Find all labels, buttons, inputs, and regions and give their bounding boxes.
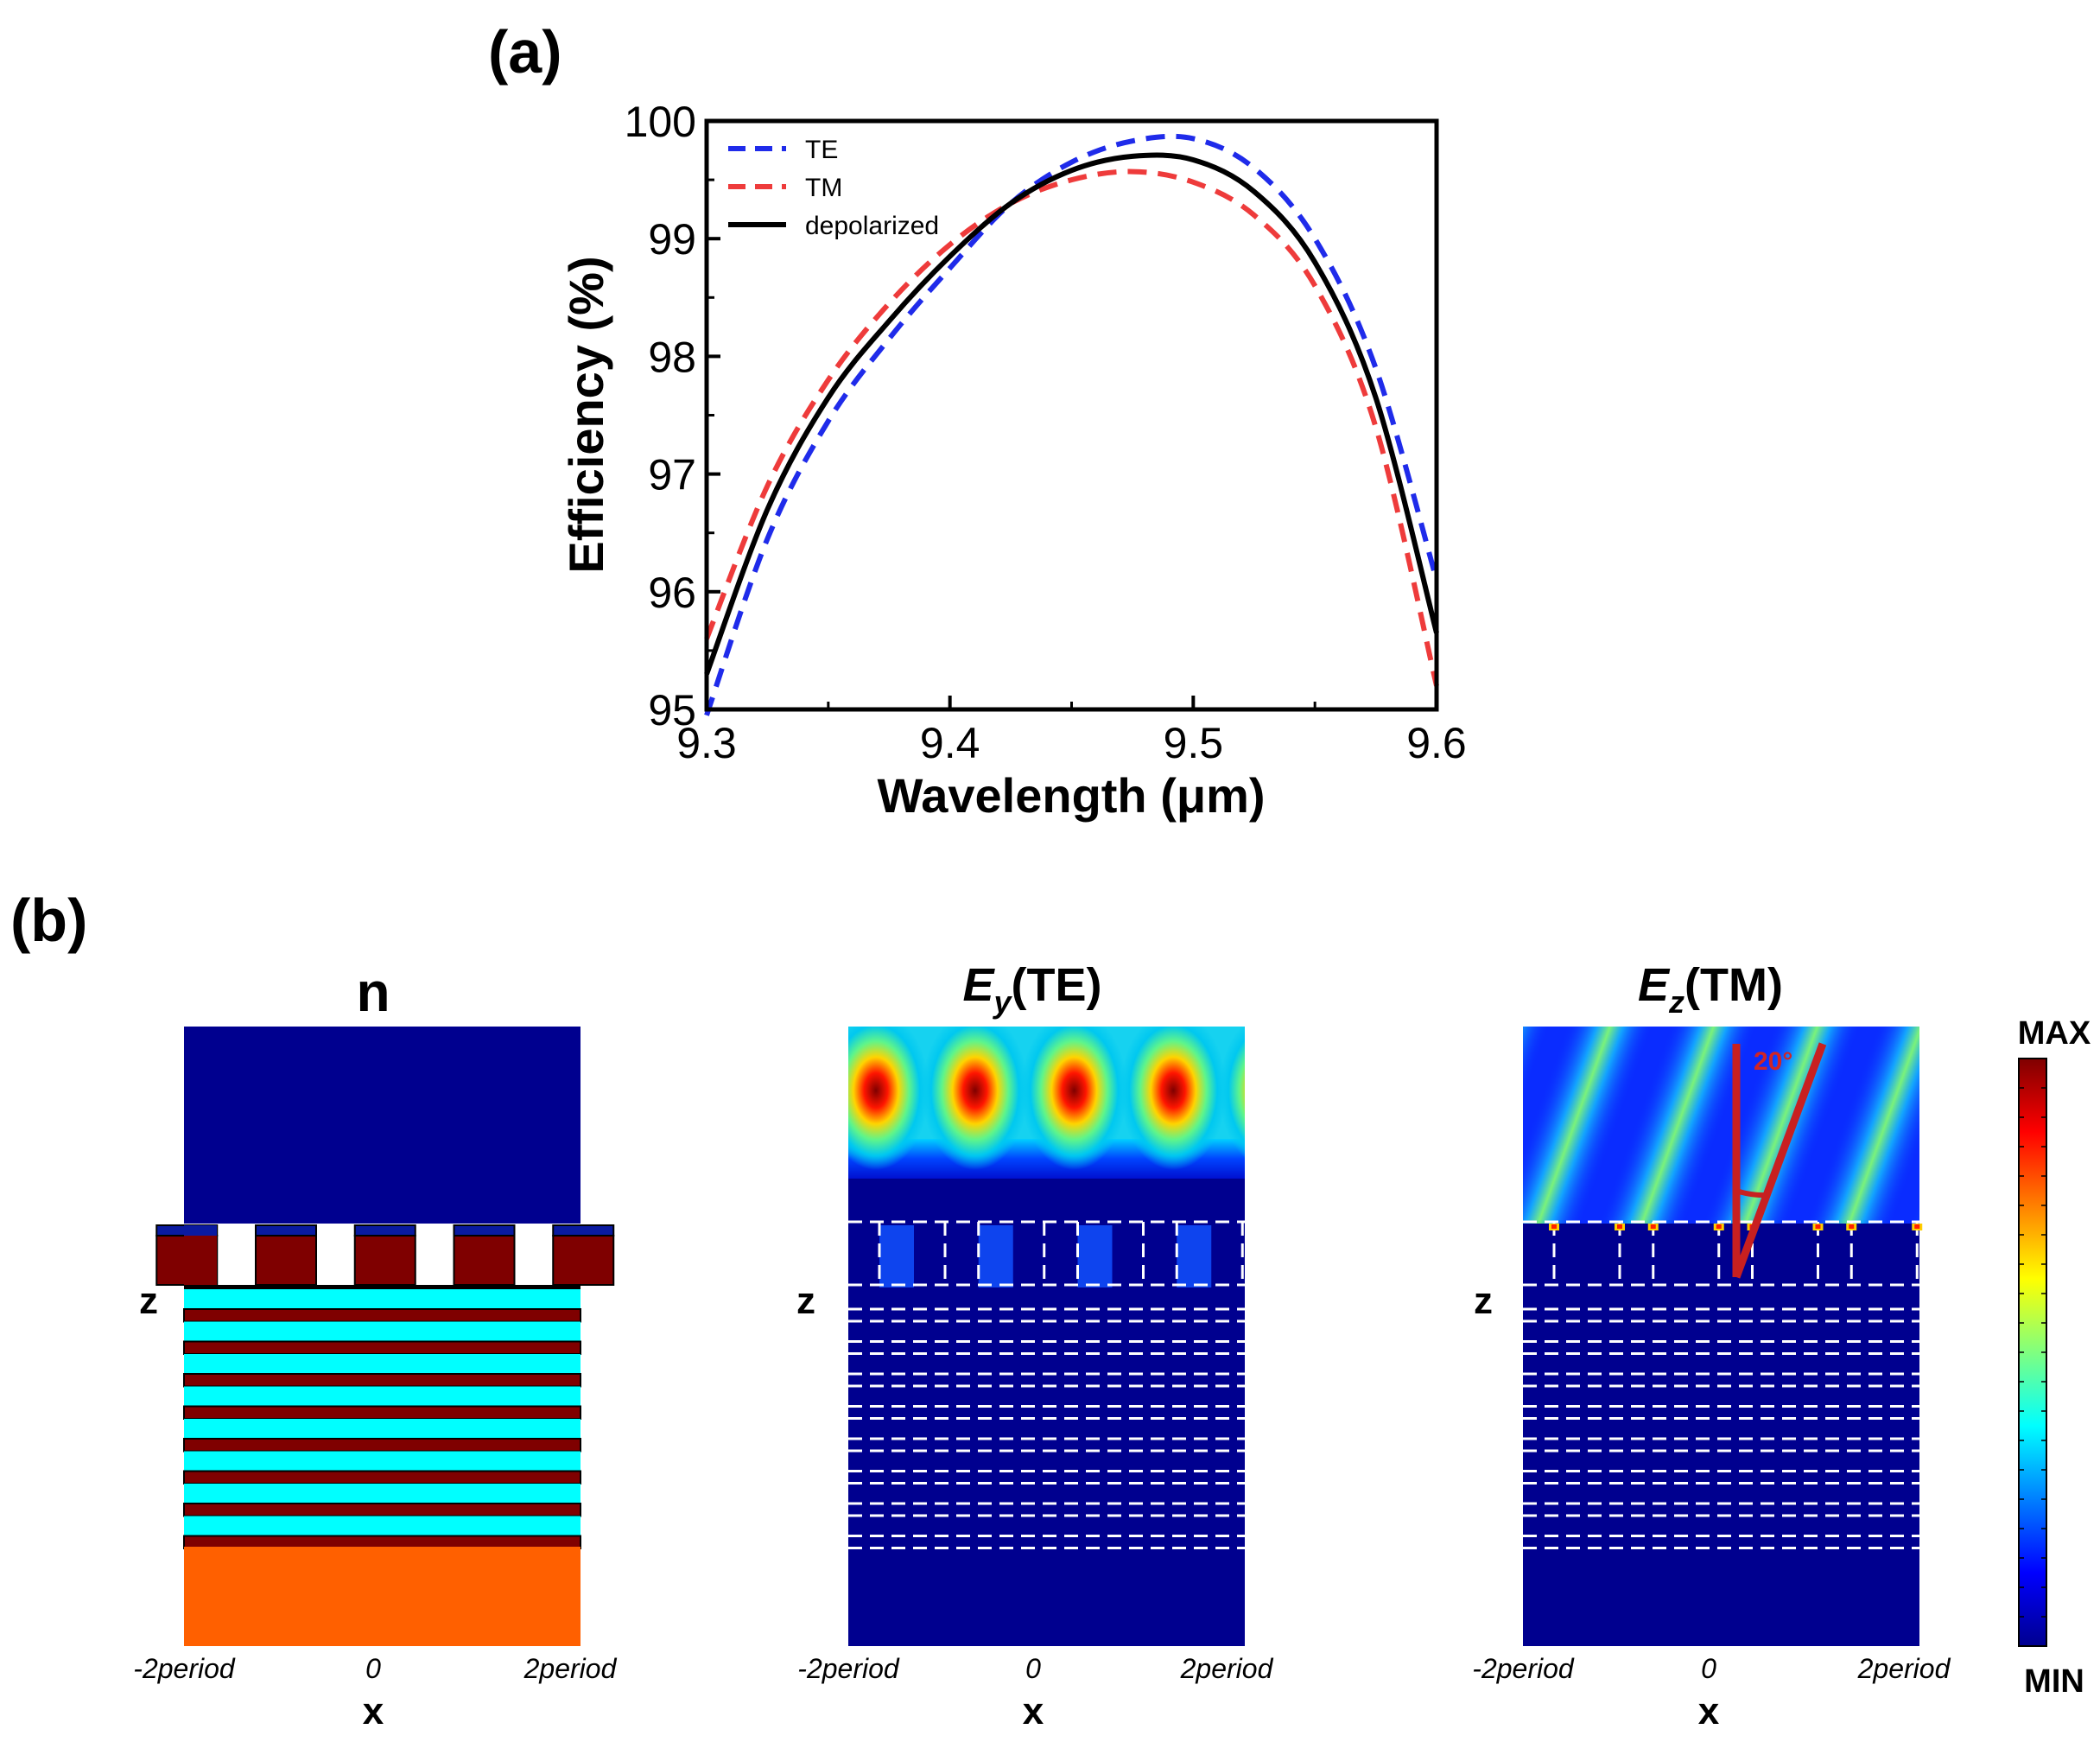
tm-field-map: 20°	[1523, 1027, 1952, 1646]
series-line-depolarized	[704, 152, 1439, 676]
field-maps: n z -2period 0 2period x Ey(TE) z -2peri…	[133, 959, 2091, 1732]
x-axis-ticks: 9.3 9.4 9.5 9.6	[676, 696, 1467, 767]
map-n-x-label: x	[363, 1690, 384, 1732]
colorbar-min-label: MIN	[2024, 1663, 2084, 1700]
y-tick-label: 96	[648, 569, 696, 617]
map-tm-x-tick-mid: 0	[1701, 1653, 1716, 1684]
y-axis-label: Efficiency (%)	[559, 256, 613, 573]
colorbar	[2018, 1058, 2047, 1647]
x-axis-label: Wavelength (μm)	[877, 768, 1265, 823]
chart-legend: TE TM depolarized	[728, 136, 939, 240]
legend-label-TM: TM	[805, 174, 842, 202]
y-tick-label: 100	[625, 98, 696, 146]
y-tick-label: 99	[648, 215, 696, 264]
y-axis-ticks: 95 96 97 98 99 100	[625, 98, 720, 734]
te-field-maxima	[848, 1027, 1245, 1170]
te-grating-glow	[879, 1225, 1212, 1287]
te-field-map	[848, 1027, 1278, 1646]
grating-teeth	[155, 1224, 615, 1289]
map-te-title: Ey(TE)	[962, 959, 1101, 1020]
map-n-x-tick-mid: 0	[365, 1653, 381, 1684]
efficiency-chart: 9.3 9.4 9.5 9.6 95 96 97 98 99 100 Wavelength (μ…	[559, 98, 1467, 823]
map-n-x-tick-right: 2period	[523, 1653, 618, 1684]
y-tick-label: 98	[648, 333, 696, 381]
map-tm-x-label: x	[1698, 1690, 1720, 1732]
multilayer-stack	[183, 1289, 581, 1549]
map-te-x-tick-right: 2period	[1180, 1653, 1274, 1684]
map-n-title: n	[356, 961, 390, 1023]
map-te-x-tick-mid: 0	[1025, 1653, 1041, 1684]
x-tick-label: 9.4	[920, 719, 980, 767]
y-tick-label: 97	[648, 451, 696, 499]
x-tick-label: 9.3	[676, 719, 737, 767]
chart-plot-area	[704, 133, 1439, 716]
map-te-z-label: z	[796, 1280, 815, 1322]
map-tm-x-tick-right: 2period	[1857, 1653, 1951, 1684]
panel-a-label: (a)	[488, 18, 562, 86]
panel-b-label: (b)	[10, 887, 88, 954]
map-tm-x-tick-left: -2period	[1472, 1653, 1575, 1684]
angle-annotation-label: 20°	[1754, 1047, 1792, 1076]
te-structure-outline	[848, 1220, 1278, 1549]
map-te-x-label: x	[1023, 1690, 1044, 1732]
colorbar-ticks	[2019, 1058, 2046, 1647]
map-n-x-tick-left: -2period	[133, 1653, 236, 1684]
map-tm-title: Ez(TM)	[1638, 959, 1783, 1020]
legend-label-depolarized: depolarized	[805, 212, 939, 240]
map-tm-z-label: z	[1474, 1280, 1493, 1322]
x-tick-label: 9.6	[1406, 719, 1467, 767]
x-tick-label: 9.5	[1164, 719, 1224, 767]
y-tick-label: 95	[648, 686, 696, 734]
series-line-TE	[704, 133, 1439, 716]
series-line-TM	[704, 168, 1439, 687]
tm-structure-outline	[1523, 1220, 1952, 1549]
map-n-z-label: z	[139, 1280, 158, 1322]
angle-annotation: 20°	[1732, 1042, 1827, 1279]
map-te-x-tick-left: -2period	[797, 1653, 900, 1684]
colorbar-max-label: MAX	[2018, 1015, 2091, 1052]
legend-label-TE: TE	[805, 136, 838, 164]
index-map	[155, 1027, 615, 1646]
